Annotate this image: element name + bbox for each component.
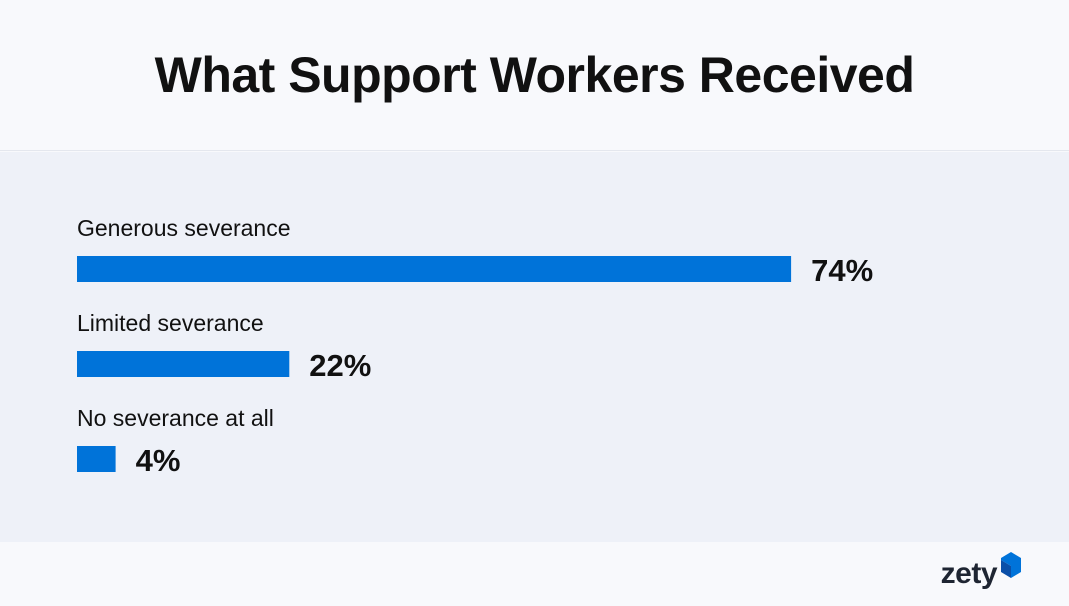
chart-header: What Support Workers Received xyxy=(0,0,1069,151)
brand-logo: zety xyxy=(941,552,1021,596)
chart-title: What Support Workers Received xyxy=(154,47,915,103)
brand-logo-text: zety xyxy=(940,557,998,590)
data-label: 4% xyxy=(136,443,181,478)
data-label: 74% xyxy=(811,253,873,288)
bar xyxy=(77,256,792,282)
bar xyxy=(77,351,290,377)
bar xyxy=(77,446,116,472)
category-label: Generous severance xyxy=(77,215,291,241)
brand-logo-mark-icon xyxy=(1001,552,1021,578)
footer xyxy=(0,542,1069,606)
category-label: No severance at all xyxy=(77,405,274,431)
chart-panel: Generous severance 74% Limited severance 22… xyxy=(0,152,1069,542)
bar-chart: Generous severance 74% Limited severance 22… xyxy=(77,215,873,478)
data-label: 22% xyxy=(309,348,371,383)
category-label: Limited severance xyxy=(77,310,264,336)
